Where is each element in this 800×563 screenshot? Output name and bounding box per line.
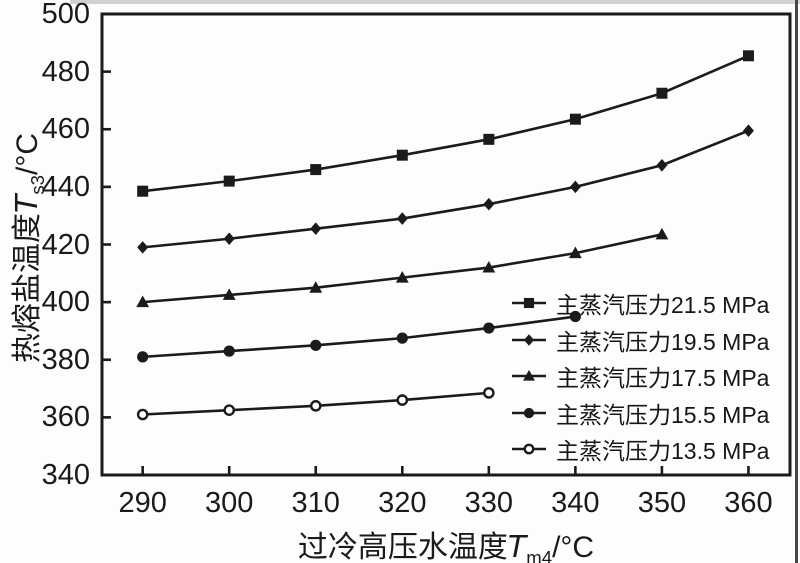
diamond-marker <box>310 222 322 235</box>
legend-label: 主蒸汽压力17.5 MPa <box>556 365 770 392</box>
diamond-marker <box>396 212 408 225</box>
square-marker <box>523 298 535 309</box>
triangle-marker <box>309 281 323 293</box>
x-axis-title-text: 过冷高压水温度 <box>297 531 508 563</box>
legend-label: 主蒸汽压力15.5 MPa <box>556 401 770 428</box>
y-tick-label: 440 <box>41 170 90 203</box>
circle-marker <box>523 407 535 418</box>
legend-sample-diamond <box>512 333 546 346</box>
x-tick-label: 330 <box>464 487 514 519</box>
diamond-marker <box>223 232 235 246</box>
diamond-marker <box>569 180 581 194</box>
x-axis-symbol: T <box>507 530 527 563</box>
square-marker <box>396 149 408 161</box>
square-marker <box>310 164 322 176</box>
open-circle-marker <box>396 394 409 406</box>
diamond-marker <box>523 333 535 346</box>
y-tick-label: 340 <box>41 459 90 491</box>
open-circle-marker <box>136 408 149 421</box>
series-line <box>142 129 749 249</box>
x-tick-label: 350 <box>637 487 687 519</box>
y-tick-label: 480 <box>41 55 90 88</box>
legend-item: 主蒸汽压力15.5 MPa <box>511 395 769 432</box>
y-tick-label: 360 <box>41 401 90 434</box>
diamond-marker <box>742 124 754 137</box>
y-tick-label: 380 <box>41 343 90 376</box>
y-tick-label: 500 <box>41 0 90 30</box>
legend-item: 主蒸汽压力19.5 MPa <box>511 322 769 359</box>
open-circle-marker <box>223 404 236 416</box>
circle-marker <box>569 310 581 323</box>
triangle-marker <box>523 370 535 381</box>
diamond-marker <box>656 158 668 172</box>
legend-item: 主蒸汽压力21.5 MPa <box>511 285 769 322</box>
series-line <box>142 54 749 193</box>
image-right-border <box>795 0 798 563</box>
circle-marker <box>223 345 235 357</box>
x-tick-label: 290 <box>118 487 167 519</box>
triangle-marker <box>222 288 236 300</box>
legend-sample-circle-open <box>512 443 546 455</box>
x-tick-label: 340 <box>551 487 600 519</box>
square-marker <box>483 133 495 145</box>
y-tick-label: 420 <box>41 228 90 261</box>
square-marker <box>137 185 149 197</box>
x-tick-label: 300 <box>205 487 254 519</box>
legend-sample-circle <box>512 407 546 418</box>
y-tick-label: 400 <box>41 286 90 319</box>
legend-item: 主蒸汽压力17.5 MPa <box>511 358 769 395</box>
legend-sample-square <box>512 298 546 309</box>
triangle-marker <box>568 246 582 259</box>
legend-label: 主蒸汽压力19.5 MPa <box>556 328 770 355</box>
x-tick-label: 320 <box>378 487 427 519</box>
square-marker <box>223 175 235 187</box>
x-tick-label: 310 <box>291 487 340 519</box>
y-axis-subscript: s3 <box>27 175 48 195</box>
legend-item: 主蒸汽压力13.5 MPa <box>511 431 769 468</box>
triangle-marker <box>395 271 409 283</box>
series-line <box>142 315 576 359</box>
open-circle-marker <box>483 387 495 399</box>
open-circle-marker <box>523 443 535 455</box>
diamond-marker <box>137 241 149 254</box>
y-axis-unit: /°C <box>11 133 44 176</box>
y-axis-title-text: 热熔盐温度 <box>11 212 44 363</box>
circle-marker <box>483 322 495 334</box>
square-marker <box>742 50 754 62</box>
x-axis-subscript: m4 <box>526 547 553 563</box>
circle-marker <box>137 351 149 363</box>
square-marker <box>569 113 581 125</box>
triangle-marker <box>655 227 669 240</box>
legend-label: 主蒸汽压力21.5 MPa <box>556 292 770 319</box>
circle-marker <box>396 332 408 344</box>
x-tick-label: 360 <box>724 487 773 519</box>
triangle-marker <box>482 260 496 273</box>
x-axis-unit: /°C <box>552 531 595 563</box>
legend-sample-triangle <box>512 370 546 381</box>
circle-marker <box>310 339 322 351</box>
open-circle-marker <box>309 400 322 412</box>
triangle-marker <box>136 295 150 308</box>
legend-label: 主蒸汽压力13.5 MPa <box>556 438 770 465</box>
y-tick-label: 460 <box>41 113 90 146</box>
legend: 主蒸汽压力21.5 MPa 主蒸汽压力19.5 MPa 主蒸汽压力17.5 MPa 主… <box>511 285 769 468</box>
y-axis-title: 热熔盐温度Ts3/°C <box>2 133 48 363</box>
diamond-marker <box>483 197 495 211</box>
image-top-border <box>70 0 800 4</box>
square-marker <box>656 87 668 99</box>
x-axis-title: 过冷高压水温度Tm4/°C <box>298 522 594 563</box>
y-axis-symbol: T <box>10 194 45 213</box>
